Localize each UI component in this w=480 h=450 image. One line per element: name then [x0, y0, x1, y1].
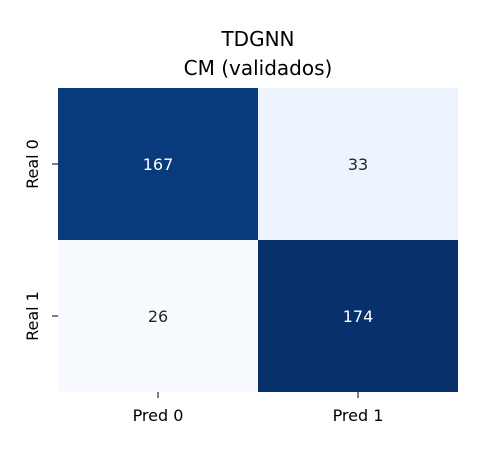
heatmap-cell-r1-c1 — [258, 240, 458, 392]
x-tick-label-1: Pred 1 — [333, 406, 384, 425]
cell-value-label-r1-c1: 174 — [343, 307, 374, 326]
heatmap-plot-area: 167 33 26 174 Pred 0 Pred 1 Real 0 Real 1 — [23, 88, 458, 425]
y-tick-label-0: Real 0 — [23, 139, 42, 189]
chart-title-line-2: CM (validados) — [184, 56, 333, 80]
heatmap-cell-r0-c1 — [258, 88, 458, 240]
cell-value-label-r1-c0: 26 — [148, 307, 168, 326]
chart-title-line-1: TDGNN — [220, 27, 294, 51]
cell-value-label-r0-c1: 33 — [348, 155, 368, 174]
cell-value-label-r0-c0: 167 — [143, 155, 174, 174]
heatmap-cell-r1-c0 — [58, 240, 258, 392]
x-tick-label-0: Pred 0 — [133, 406, 184, 425]
y-tick-label-1: Real 1 — [23, 291, 42, 341]
heatmap-cell-r0-c0 — [58, 88, 258, 240]
